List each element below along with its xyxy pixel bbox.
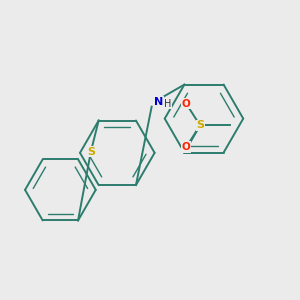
Text: S: S	[87, 147, 95, 157]
Text: O: O	[182, 99, 191, 109]
Text: N: N	[154, 97, 163, 107]
Text: S: S	[196, 120, 204, 130]
Text: O: O	[182, 142, 191, 152]
Text: H: H	[164, 99, 171, 109]
